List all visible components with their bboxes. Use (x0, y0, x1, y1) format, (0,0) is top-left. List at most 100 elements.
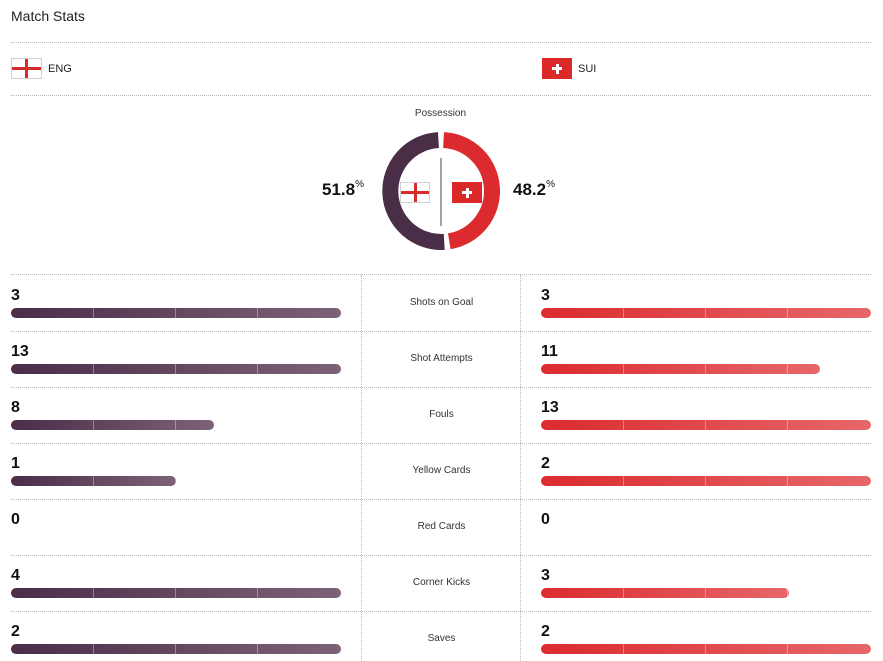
bar-segment (623, 420, 624, 430)
stat-label: Fouls (429, 409, 454, 420)
bar-segment (257, 588, 258, 598)
stat-label: Shot Attempts (410, 353, 473, 364)
bar-segment (257, 644, 258, 654)
stat-label: Shots on Goal (409, 297, 474, 308)
percent-unit: % (546, 179, 555, 190)
home-stat-value: 13 (11, 343, 29, 360)
stat-row: 13 Shot Attempts 11 (0, 331, 883, 387)
bar-segment (787, 420, 788, 430)
home-stat-value: 0 (11, 511, 20, 528)
away-stat-value: 0 (541, 511, 550, 528)
away-stat-value: 3 (541, 287, 550, 304)
bar-segment (623, 588, 624, 598)
column-divider (361, 275, 362, 661)
bar-segment (623, 476, 624, 486)
away-stat-value: 13 (541, 399, 559, 416)
england-flag-icon (400, 182, 430, 203)
bar-segment (705, 588, 706, 598)
away-stat-value: 2 (541, 623, 550, 640)
away-stat-bar (541, 476, 871, 486)
away-stat-value: 11 (541, 343, 558, 360)
home-stat-bar (11, 588, 341, 598)
bar-segment (787, 588, 788, 598)
divider (11, 555, 871, 556)
stat-row: 0 Red Cards 0 (0, 499, 883, 555)
stat-label: Yellow Cards (412, 465, 471, 476)
bar-segment (787, 476, 788, 486)
away-stat-bar (541, 308, 871, 318)
bar-segment (175, 308, 176, 318)
home-stat-value: 2 (11, 623, 20, 640)
stat-row: 3 Shots on Goal 3 (0, 275, 883, 331)
away-stat-bar (541, 420, 871, 430)
bar-segment (93, 364, 94, 374)
percent-unit: % (355, 179, 364, 190)
switzerland-flag-icon (542, 58, 572, 79)
bar-segment (705, 476, 706, 486)
away-possession: 48.2% (513, 179, 555, 200)
home-stat-bar (11, 476, 176, 486)
england-flag-icon (11, 58, 42, 79)
divider (11, 274, 871, 275)
divider (11, 499, 871, 500)
home-stat-bar (11, 420, 214, 430)
away-stat-value: 2 (541, 455, 550, 472)
bar-segment (623, 364, 624, 374)
bar-segment (175, 588, 176, 598)
bar-segment (705, 364, 706, 374)
stat-row: 2 Saves 2 (0, 611, 883, 661)
home-possession: 51.8% (322, 179, 364, 200)
bar-segment (257, 308, 258, 318)
bar-segment (705, 644, 706, 654)
bar-segment (787, 308, 788, 318)
bar-segment (175, 420, 176, 430)
home-possession-value: 51.8 (322, 180, 356, 199)
bar-segment (787, 644, 788, 654)
bar-segment (705, 420, 706, 430)
divider (11, 387, 871, 388)
page-title: Match Stats (11, 8, 85, 24)
bar-segment (175, 644, 176, 654)
away-team: SUI (542, 58, 596, 79)
away-stat-bar (541, 364, 820, 374)
away-team-code: SUI (578, 62, 597, 75)
bar-segment (623, 644, 624, 654)
home-stat-bar (11, 308, 341, 318)
divider (11, 611, 871, 612)
bar-segment (93, 476, 94, 486)
away-possession-value: 48.2 (513, 180, 547, 199)
away-stat-bar (541, 644, 871, 654)
stat-row: 4 Corner Kicks 3 (0, 555, 883, 611)
switzerland-flag-icon (452, 182, 482, 203)
home-stat-value: 4 (11, 567, 20, 584)
away-stat-value: 3 (541, 567, 550, 584)
bar-segment (93, 588, 94, 598)
divider (11, 443, 871, 444)
bar-segment (93, 644, 94, 654)
home-team: ENG (11, 58, 72, 79)
possession-home-arc (382, 132, 445, 250)
home-stat-value: 3 (11, 287, 20, 304)
stat-row: 8 Fouls 13 (0, 387, 883, 443)
bar-segment (787, 364, 788, 374)
divider (11, 42, 871, 43)
bar-segment (175, 476, 176, 486)
bar-segment (257, 364, 258, 374)
stat-label: Corner Kicks (412, 577, 471, 588)
bar-segment (93, 420, 94, 430)
stat-row: 1 Yellow Cards 2 (0, 443, 883, 499)
divider (11, 331, 871, 332)
bar-segment (175, 364, 176, 374)
home-team-code: ENG (48, 62, 72, 75)
stat-label: Saves (427, 633, 456, 644)
bar-segment (93, 308, 94, 318)
away-stat-bar (541, 588, 789, 598)
possession-donut-chart (382, 132, 500, 250)
home-stat-value: 8 (11, 399, 20, 416)
home-stat-bar (11, 644, 341, 654)
bar-segment (705, 308, 706, 318)
stat-label: Red Cards (417, 521, 466, 532)
home-stat-value: 1 (11, 455, 20, 472)
column-divider (520, 275, 521, 661)
divider (11, 95, 871, 96)
